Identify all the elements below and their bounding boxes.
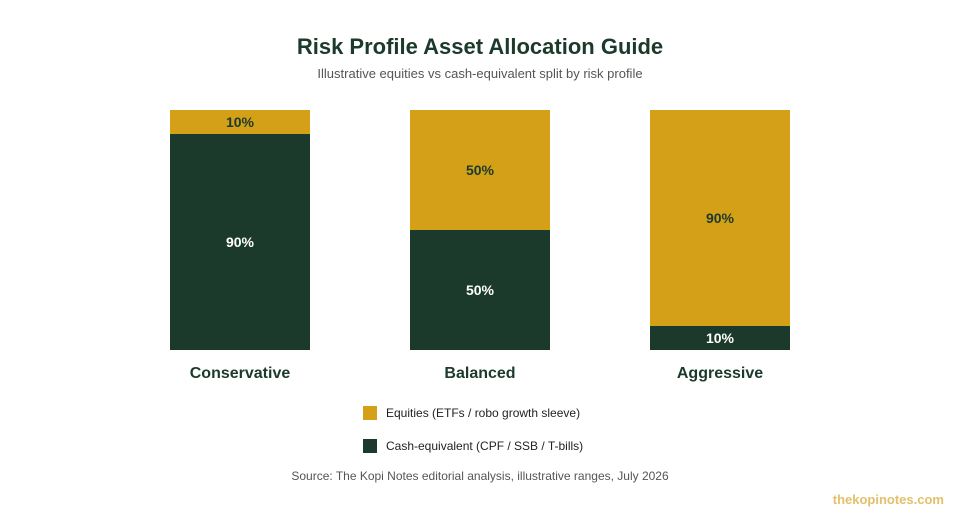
stacked-bar-chart: 90% 10% Conservative 50% 50% Balanced 10% 90% Ag… [170, 110, 790, 382]
legend-item-cash: Cash-equivalent (CPF / SSB / T-bills) [363, 437, 583, 455]
data-label-cash-aggressive: 10% [706, 330, 735, 346]
data-label-cash-conservative: 90% [226, 234, 255, 250]
data-label-cash-balanced: 50% [466, 282, 495, 298]
bar-segment-cash-balanced [410, 230, 550, 350]
bar-segment-equities-conservative [170, 110, 310, 134]
chart-subtitle: Illustrative equities vs cash-equivalent… [317, 66, 643, 81]
legend-swatch-cash [363, 439, 377, 453]
legend-label-cash: Cash-equivalent (CPF / SSB / T-bills) [386, 439, 584, 453]
legend-swatch-equities [363, 406, 377, 420]
category-label-conservative: Conservative [190, 365, 291, 382]
legend-item-equities: Equities (ETFs / robo growth sleeve) [363, 404, 583, 422]
source-note: Source: The Kopi Notes editorial analysi… [291, 469, 669, 483]
bar-segment-equities-balanced [410, 110, 550, 230]
bar-segment-cash-conservative [170, 134, 310, 350]
data-label-equities-conservative: 10% [226, 114, 255, 130]
bars-group: 90% 10% Conservative 50% 50% Balanced 10% 90% Ag… [170, 110, 790, 382]
data-label-equities-balanced: 50% [466, 162, 495, 178]
bar-segment-equities-aggressive [650, 110, 790, 326]
legend: Equities (ETFs / robo growth sleeve) Cas… [363, 404, 583, 470]
data-label-equities-aggressive: 90% [706, 210, 735, 226]
bar-segment-cash-aggressive [650, 326, 790, 350]
category-label-aggressive: Aggressive [677, 365, 763, 382]
category-label-balanced: Balanced [444, 365, 515, 382]
legend-label-equities: Equities (ETFs / robo growth sleeve) [386, 406, 581, 420]
brand-watermark: thekopinotes.com [832, 492, 944, 507]
chart-title: Risk Profile Asset Allocation Guide [296, 34, 664, 59]
